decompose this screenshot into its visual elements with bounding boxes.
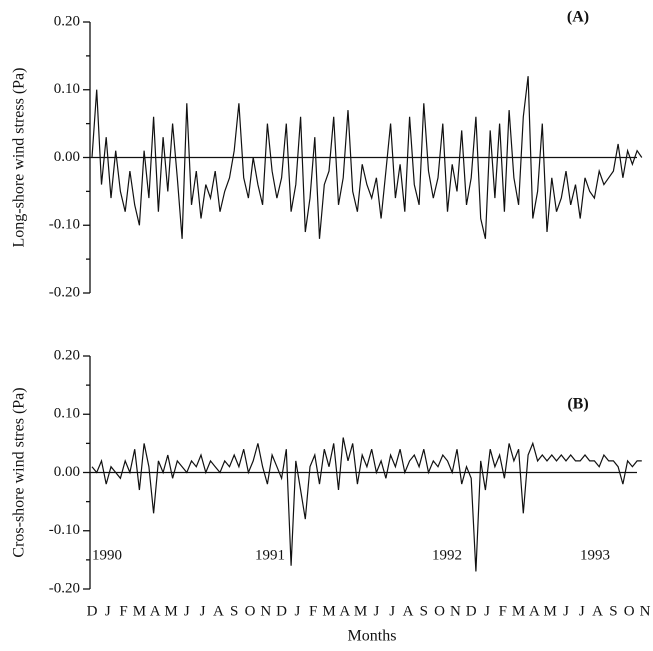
- x-tick-label: J: [294, 603, 300, 619]
- y-tick-label: 0.10: [54, 406, 80, 422]
- x-tick-label: J: [579, 603, 585, 619]
- line-series: [91, 437, 642, 572]
- y-tick-label: -0.10: [49, 522, 80, 538]
- x-tick-label: A: [339, 603, 350, 619]
- y-tick-label: 0.10: [54, 81, 80, 97]
- x-tick-label: A: [150, 603, 161, 619]
- x-tick-label: J: [184, 603, 190, 619]
- x-tick-label: J: [200, 603, 206, 619]
- x-tick-label: A: [213, 603, 224, 619]
- x-axis-label: Months: [348, 628, 397, 645]
- x-tick-label: J: [105, 603, 111, 619]
- x-tick-label: M: [164, 603, 177, 619]
- x-tick-label: J: [389, 603, 395, 619]
- x-tick-label: F: [119, 603, 127, 619]
- x-tick-label: N: [450, 603, 461, 619]
- x-tick-label: O: [624, 603, 635, 619]
- x-tick-label: N: [260, 603, 271, 619]
- y-tick-label: -0.20: [49, 580, 80, 596]
- year-label: 1992: [432, 547, 462, 563]
- year-label: 1993: [580, 547, 610, 563]
- panel-label: (B): [567, 396, 588, 413]
- y-tick-label: 0.00: [54, 464, 80, 480]
- y-tick-label: -0.20: [49, 284, 80, 300]
- y-tick-label: 0.20: [54, 13, 80, 29]
- x-tick-label: D: [466, 603, 477, 619]
- x-tick-label: D: [87, 603, 98, 619]
- year-label: 1990: [92, 547, 122, 563]
- y-tick-label: 0.00: [54, 149, 80, 165]
- line-series: [91, 76, 643, 239]
- x-tick-label: S: [609, 603, 617, 619]
- year-label: 1991: [255, 547, 285, 563]
- x-tick-label: S: [230, 603, 238, 619]
- x-tick-label: M: [544, 603, 557, 619]
- y-axis-label: Long-shore wind stress (Pa): [11, 68, 28, 248]
- x-tick-label: S: [420, 603, 428, 619]
- x-tick-label: J: [563, 603, 569, 619]
- x-tick-label: M: [354, 603, 367, 619]
- x-tick-label: F: [309, 603, 317, 619]
- x-tick-label: F: [499, 603, 507, 619]
- x-tick-label: M: [133, 603, 146, 619]
- x-tick-label: M: [512, 603, 525, 619]
- y-axis-label: Cros-shore wind stres (Pa): [11, 387, 28, 557]
- x-tick-label: N: [640, 603, 651, 619]
- y-tick-label: -0.10: [49, 217, 80, 233]
- x-tick-label: J: [484, 603, 490, 619]
- x-tick-label: O: [245, 603, 256, 619]
- x-tick-label: J: [373, 603, 379, 619]
- x-tick-label: A: [403, 603, 414, 619]
- panel-label: (A): [567, 9, 589, 26]
- y-tick-label: 0.20: [54, 347, 80, 363]
- x-tick-label: M: [322, 603, 335, 619]
- x-tick-label: A: [592, 603, 603, 619]
- x-tick-label: A: [529, 603, 540, 619]
- x-tick-label: O: [434, 603, 445, 619]
- x-tick-label: D: [276, 603, 287, 619]
